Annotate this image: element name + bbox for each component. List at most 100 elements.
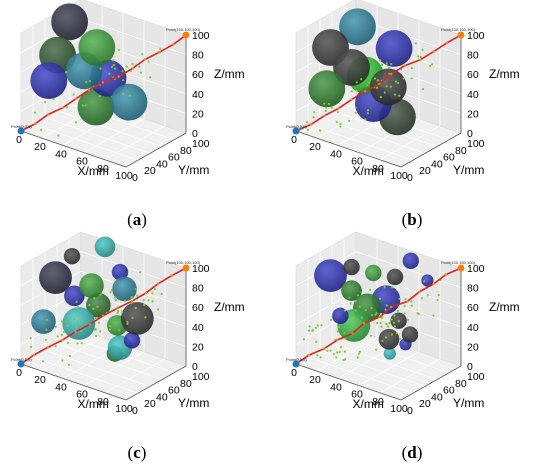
search-node [134, 306, 137, 310]
search-node [121, 311, 124, 314]
search-node [56, 335, 59, 338]
search-node [381, 339, 384, 342]
search-node [122, 79, 125, 82]
search-node [116, 311, 119, 314]
y-axis-line [400, 132, 462, 168]
search-node [141, 53, 144, 56]
search-node [121, 70, 124, 73]
search-node [349, 302, 352, 305]
obstacle-sphere [383, 347, 396, 360]
search-node [332, 353, 335, 356]
x-tick-label: 60 [76, 156, 88, 168]
z-axis-label: Z/mm [489, 300, 520, 314]
obstacle-sphere [64, 285, 85, 307]
search-node [358, 352, 361, 355]
search-node [108, 324, 112, 328]
search-node [44, 338, 48, 341]
search-node [67, 363, 70, 366]
obstacle-sphere [332, 307, 349, 324]
search-node [126, 320, 129, 323]
obstacle-sphere [77, 88, 115, 126]
y-tick-label: 80 [180, 145, 192, 157]
search-node [417, 55, 420, 58]
search-node [388, 322, 391, 325]
x-axis-line [295, 363, 402, 401]
search-node [369, 288, 372, 291]
search-node [380, 317, 383, 320]
search-node [329, 349, 332, 352]
path-node [117, 75, 120, 78]
search-node [367, 81, 370, 84]
z-tick-label: 20 [192, 108, 204, 120]
x-tick-label: 40 [55, 148, 67, 160]
path-node [46, 346, 49, 349]
y-tick-label: 40 [156, 158, 168, 170]
z-tick-label: 80 [192, 50, 204, 62]
path-node [362, 322, 366, 325]
obstacle-sphere [111, 263, 129, 281]
search-node [52, 97, 55, 101]
path-node [130, 299, 134, 303]
search-node [73, 318, 76, 321]
grid-line [358, 351, 420, 386]
search-node [351, 317, 354, 320]
x-tick-label: 80 [97, 163, 109, 175]
search-node [354, 309, 357, 312]
y-tick-label: 20 [419, 165, 431, 177]
start-point-marker [292, 127, 300, 135]
search-node [356, 294, 359, 297]
obstacle-sphere [94, 236, 116, 258]
obstacle-sphere [375, 30, 413, 67]
z-tick-label: 0 [467, 128, 473, 140]
grid-line [319, 117, 426, 154]
search-node [151, 300, 154, 303]
z-tick-label: 100 [192, 30, 210, 42]
y-tick-label: 100 [467, 371, 485, 383]
search-node [131, 63, 134, 66]
z-tick-label: 0 [192, 361, 198, 373]
y-axis-label: Y/mm [453, 163, 484, 177]
search-node [390, 333, 394, 336]
y-tick-label: 60 [443, 385, 455, 397]
path-node [323, 114, 326, 118]
search-node [81, 104, 84, 107]
search-node [423, 280, 426, 283]
x-tick-label: 0 [16, 134, 22, 146]
search-node [157, 308, 160, 311]
search-node [374, 77, 377, 80]
grid-line [316, 336, 378, 372]
search-node [381, 63, 384, 66]
search-node [396, 81, 400, 85]
x-tick-label: 80 [97, 396, 109, 408]
search-node [57, 134, 60, 137]
path-node [390, 72, 393, 76]
path-node [309, 123, 313, 126]
search-node [360, 78, 363, 81]
search-node [80, 330, 83, 333]
search-node [109, 291, 112, 294]
search-node [147, 60, 150, 63]
y-axis-line [400, 365, 462, 401]
z-tick-label: 60 [192, 69, 204, 81]
search-node [128, 94, 131, 97]
search-node [326, 349, 329, 352]
search-node [131, 316, 134, 319]
search-node [96, 305, 99, 308]
x-tick-label: 80 [372, 163, 384, 175]
search-node [308, 325, 311, 328]
path-node [336, 338, 339, 342]
search-node [436, 298, 439, 302]
search-node [354, 111, 357, 114]
search-node [112, 63, 115, 67]
y-axis-label: Y/mm [453, 396, 484, 410]
x-tick-label: 20 [309, 141, 321, 153]
obstacle-sphere [343, 258, 360, 276]
search-node [302, 338, 305, 341]
search-node [75, 325, 78, 328]
path-node [157, 282, 160, 285]
grid-line [80, 18, 187, 55]
search-node [393, 325, 397, 328]
x-axis-line [20, 130, 127, 168]
z-tick-label: 80 [467, 283, 479, 295]
